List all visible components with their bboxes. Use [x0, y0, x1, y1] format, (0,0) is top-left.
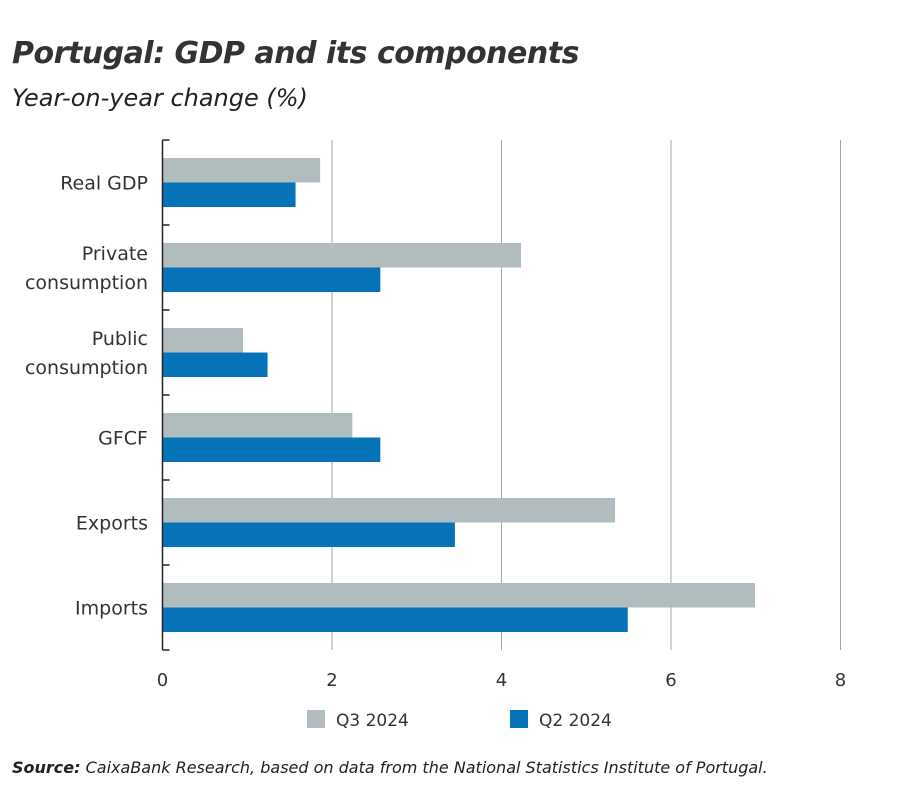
bar-q3	[162, 583, 755, 608]
y-category-label: Public	[92, 328, 148, 350]
bar-q2	[162, 437, 381, 462]
legend-swatch	[510, 710, 528, 728]
y-category-label: consumption	[25, 272, 148, 294]
x-tick-label: 4	[496, 670, 507, 691]
bar-q2	[162, 267, 381, 292]
chart-title: Portugal: GDP and its components	[12, 36, 579, 71]
bar-q2	[162, 607, 628, 632]
bar-q3	[162, 413, 353, 438]
x-tick-label: 6	[665, 670, 676, 691]
legend-label: Q2 2024	[539, 711, 612, 731]
source-note: Source: CaixaBank Research, based on dat…	[12, 758, 768, 777]
bar-chart: 0 2 4 6 8 Real GDP Private consumption Public con…	[25, 139, 846, 731]
y-category-label: Imports	[75, 598, 148, 620]
chart-subtitle: Year-on-year change (%)	[12, 84, 308, 112]
bar-q2	[162, 522, 455, 547]
x-tick-label: 0	[157, 670, 168, 691]
y-category-label: GFCF	[98, 428, 148, 450]
y-category-label: Exports	[76, 513, 148, 535]
bar-q2	[162, 182, 296, 207]
source-label: Source:	[12, 758, 81, 777]
x-tick-label: 8	[835, 670, 846, 691]
y-category-label: Real GDP	[60, 173, 148, 195]
source-text: CaixaBank Research, based on data from t…	[85, 758, 768, 777]
bar-q3	[162, 328, 244, 353]
bar-q3	[162, 498, 616, 523]
bar-q3	[162, 158, 321, 183]
y-category-label: consumption	[25, 357, 148, 379]
legend-label: Q3 2024	[336, 711, 409, 731]
x-tick-label: 2	[326, 670, 337, 691]
bar-q3	[162, 243, 521, 268]
y-category-label: Private	[82, 243, 148, 265]
legend-swatch	[307, 710, 325, 728]
bar-q2	[162, 352, 268, 377]
